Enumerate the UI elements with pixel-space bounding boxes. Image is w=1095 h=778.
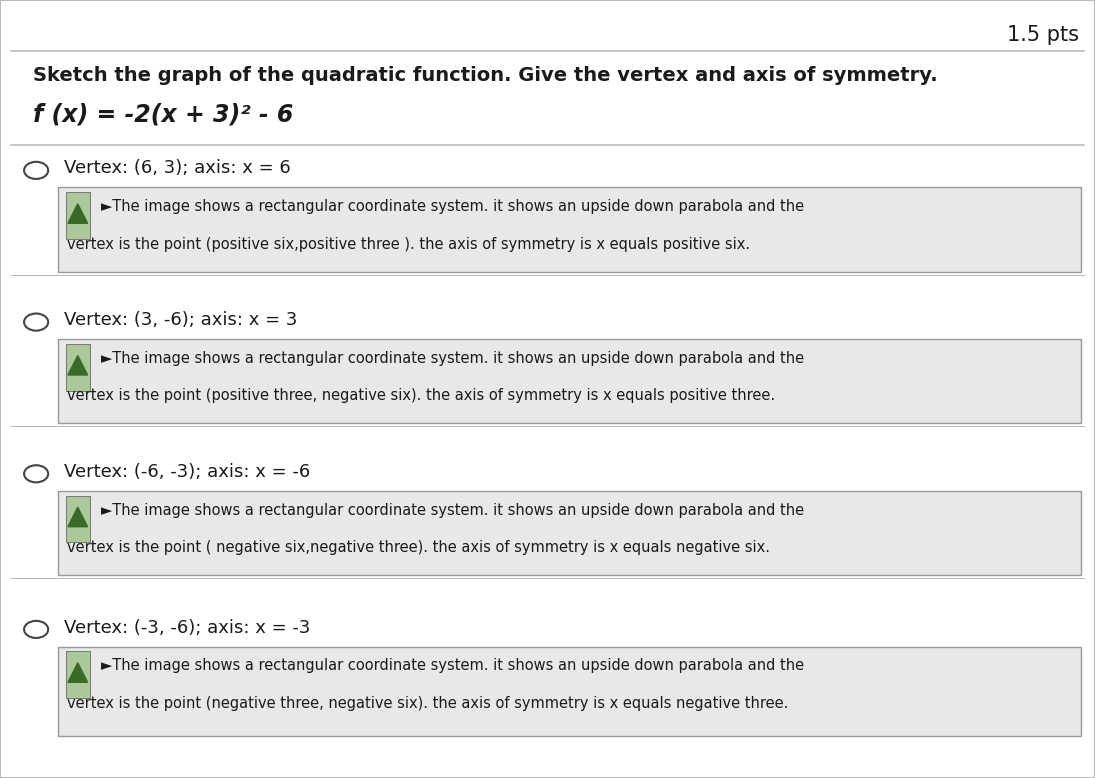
FancyBboxPatch shape [58, 187, 1081, 272]
Text: Vertex: (3, -6); axis: x = 3: Vertex: (3, -6); axis: x = 3 [64, 311, 297, 329]
Circle shape [24, 465, 48, 482]
Text: ►The image shows a rectangular coordinate system. it shows an upside down parabo: ►The image shows a rectangular coordinat… [101, 658, 804, 673]
FancyBboxPatch shape [66, 344, 90, 391]
Text: Vertex: (-6, -3); axis: x = -6: Vertex: (-6, -3); axis: x = -6 [64, 463, 310, 481]
Text: vertex is the point ( negative six,negative three). the axis of symmetry is x eq: vertex is the point ( negative six,negat… [67, 540, 770, 555]
FancyBboxPatch shape [58, 339, 1081, 423]
Circle shape [24, 621, 48, 638]
Text: Vertex: (-3, -6); axis: x = -3: Vertex: (-3, -6); axis: x = -3 [64, 619, 310, 636]
Polygon shape [68, 663, 88, 682]
FancyBboxPatch shape [66, 192, 90, 239]
FancyBboxPatch shape [58, 491, 1081, 575]
Text: vertex is the point (positive six,positive three ). the axis of symmetry is x eq: vertex is the point (positive six,positi… [67, 237, 750, 251]
Polygon shape [68, 356, 88, 375]
Text: ►The image shows a rectangular coordinate system. it shows an upside down parabo: ►The image shows a rectangular coordinat… [101, 199, 804, 214]
Circle shape [24, 162, 48, 179]
Text: ►The image shows a rectangular coordinate system. it shows an upside down parabo: ►The image shows a rectangular coordinat… [101, 351, 804, 366]
Text: Vertex: (6, 3); axis: x = 6: Vertex: (6, 3); axis: x = 6 [64, 159, 290, 177]
FancyBboxPatch shape [66, 496, 90, 542]
Circle shape [24, 314, 48, 331]
Polygon shape [68, 507, 88, 527]
FancyBboxPatch shape [66, 651, 90, 698]
Text: f (x) = -2(x + 3)² - 6: f (x) = -2(x + 3)² - 6 [33, 103, 293, 127]
Text: vertex is the point (negative three, negative six). the axis of symmetry is x eq: vertex is the point (negative three, neg… [67, 696, 788, 710]
Text: ►The image shows a rectangular coordinate system. it shows an upside down parabo: ►The image shows a rectangular coordinat… [101, 503, 804, 517]
Polygon shape [68, 204, 88, 223]
FancyBboxPatch shape [58, 647, 1081, 736]
Text: 1.5 pts: 1.5 pts [1006, 25, 1079, 45]
Text: vertex is the point (positive three, negative six). the axis of symmetry is x eq: vertex is the point (positive three, neg… [67, 388, 775, 403]
Text: Sketch the graph of the quadratic function. Give the vertex and axis of symmetry: Sketch the graph of the quadratic functi… [33, 66, 937, 85]
